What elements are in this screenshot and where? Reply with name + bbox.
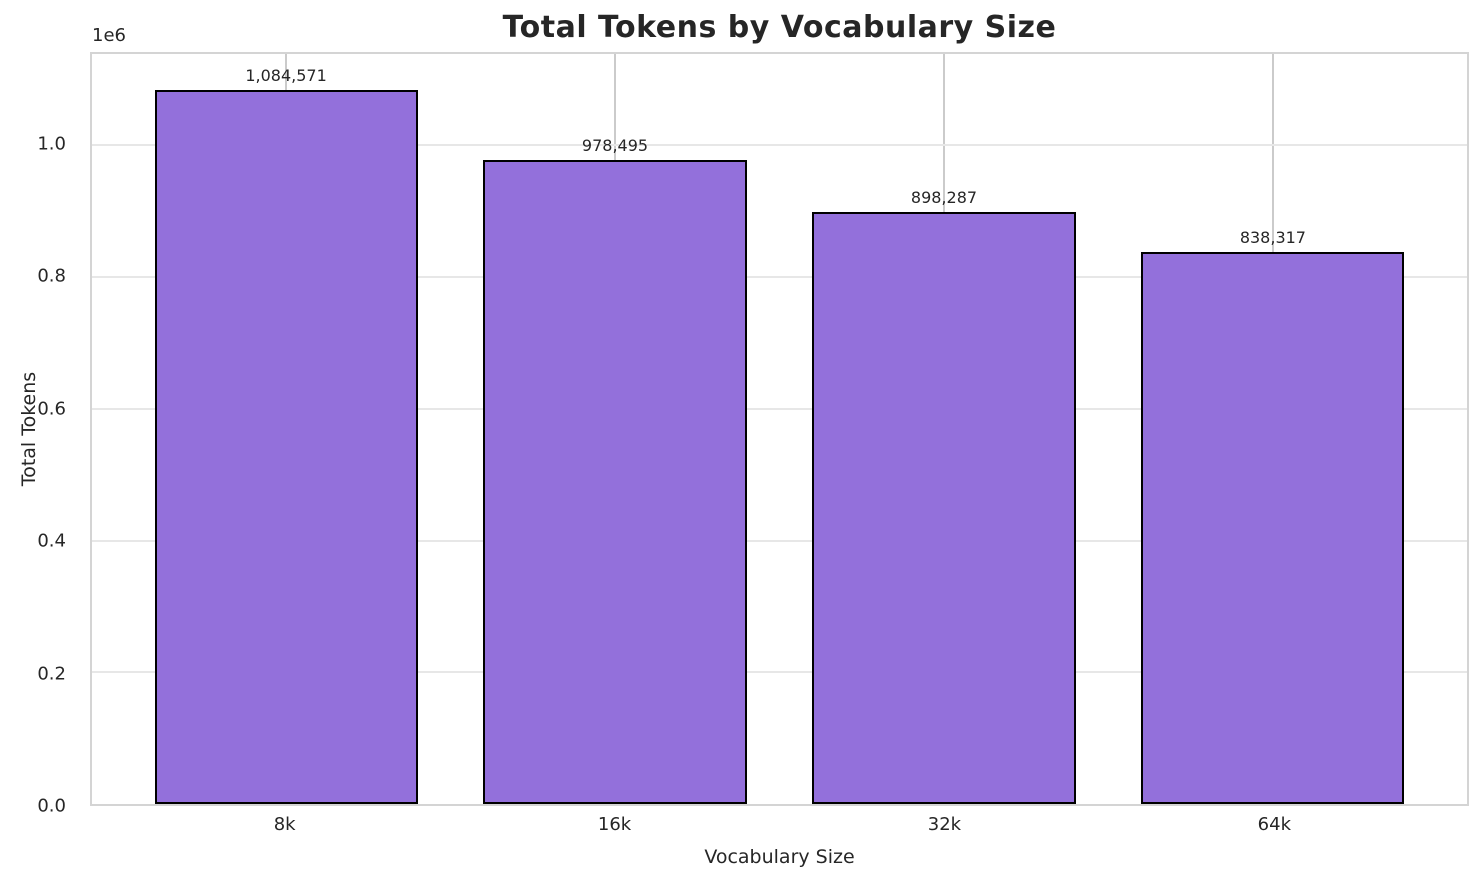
y-tick-label: 0.6 xyxy=(37,398,66,420)
chart-title: Total Tokens by Vocabulary Size xyxy=(502,10,1057,45)
bar-value-label: 978,495 xyxy=(581,135,649,155)
y-tick-label: 0.0 xyxy=(37,795,66,817)
x-tick-label: 32k xyxy=(927,814,962,835)
y-tick-label: 0.8 xyxy=(37,265,66,287)
gridline-horizontal xyxy=(92,276,1467,279)
x-axis-tick-labels: 8k 16k 32k 64k xyxy=(90,808,1469,844)
bar-value-label: 1,084,571 xyxy=(245,65,327,85)
x-axis-label: Vocabulary Size xyxy=(704,846,855,868)
y-tick-label: 1.0 xyxy=(37,133,66,155)
x-tick-label: 8k xyxy=(273,814,296,835)
bar-value-label: 838,317 xyxy=(1239,227,1306,247)
bar-64k xyxy=(1141,251,1405,804)
plot-area: 1,084,571 978,495 898,287 838,317 xyxy=(90,52,1469,806)
gridline-horizontal xyxy=(92,539,1467,542)
y-axis-offset-label: 1e6 xyxy=(92,25,126,46)
y-tick-label: 0.4 xyxy=(37,530,66,552)
y-axis-tick-labels: 0.0 0.2 0.4 0.6 0.8 1.0 xyxy=(0,52,78,816)
bar-32k xyxy=(812,212,1076,804)
gridline-horizontal xyxy=(92,407,1467,410)
bar-value-label: 898,287 xyxy=(910,188,978,208)
y-tick-label: 0.2 xyxy=(37,663,66,685)
bar-16k xyxy=(483,159,747,804)
bar-8k xyxy=(154,89,418,804)
x-tick-label: 16k xyxy=(597,814,632,835)
x-tick-label: 64k xyxy=(1257,814,1292,835)
gridline-horizontal xyxy=(92,144,1467,147)
gridline-horizontal xyxy=(92,671,1467,674)
